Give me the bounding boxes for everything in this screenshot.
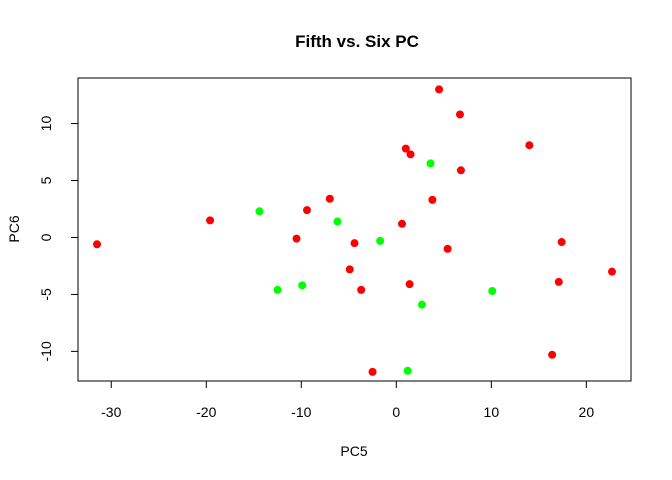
x-tick-label: -20 [196, 404, 216, 420]
chart-title: Fifth vs. Six PC [295, 32, 419, 51]
y-tick-label: -5 [38, 288, 54, 301]
red-data-point [455, 110, 464, 119]
x-tick-label: -10 [291, 404, 311, 420]
red-data-point [401, 144, 410, 153]
red-data-point [398, 219, 407, 228]
red-data-point [206, 216, 215, 225]
red-data-point [428, 195, 437, 204]
red-data-point [325, 194, 334, 203]
red-data-point [554, 277, 563, 286]
x-axis-label: PC5 [340, 443, 367, 459]
red-data-point [406, 150, 415, 159]
green-data-point [488, 287, 497, 296]
x-tick-label: 20 [579, 404, 595, 420]
red-data-point [302, 206, 311, 215]
x-tick-label: 10 [484, 404, 500, 420]
green-data-point [273, 285, 282, 294]
green-data-point [376, 236, 385, 245]
green-data-point [255, 207, 264, 216]
green-data-point [403, 366, 412, 375]
green-data-point [417, 300, 426, 309]
red-data-point [368, 367, 377, 376]
green-data-point [426, 159, 435, 168]
y-tick-label: 0 [38, 233, 54, 241]
red-data-point [345, 265, 354, 274]
y-axis: -10 -5 0 5 10 [38, 116, 79, 362]
x-tick-label: -30 [101, 404, 121, 420]
y-tick-label: 5 [38, 176, 54, 184]
green-data-point [333, 217, 342, 226]
red-data-point [292, 234, 301, 243]
x-tick-label: 0 [392, 404, 400, 420]
plot-frame [77, 77, 632, 382]
data-points [93, 85, 616, 376]
red-data-point [93, 240, 102, 249]
red-data-point [548, 350, 557, 359]
red-data-point [435, 85, 444, 94]
red-data-point [357, 285, 366, 294]
y-tick-label: -10 [38, 341, 54, 361]
red-data-point [443, 244, 452, 253]
green-data-point [298, 281, 307, 290]
y-axis-label: PC6 [6, 215, 22, 242]
y-tick-label: 10 [38, 116, 54, 132]
red-data-point [525, 141, 534, 150]
red-data-point [557, 238, 566, 247]
red-data-point [405, 280, 414, 289]
red-data-point [350, 239, 359, 248]
red-data-point [456, 166, 465, 175]
red-data-point [607, 267, 616, 276]
x-axis: -30 -20 -10 0 10 20 [101, 380, 595, 420]
